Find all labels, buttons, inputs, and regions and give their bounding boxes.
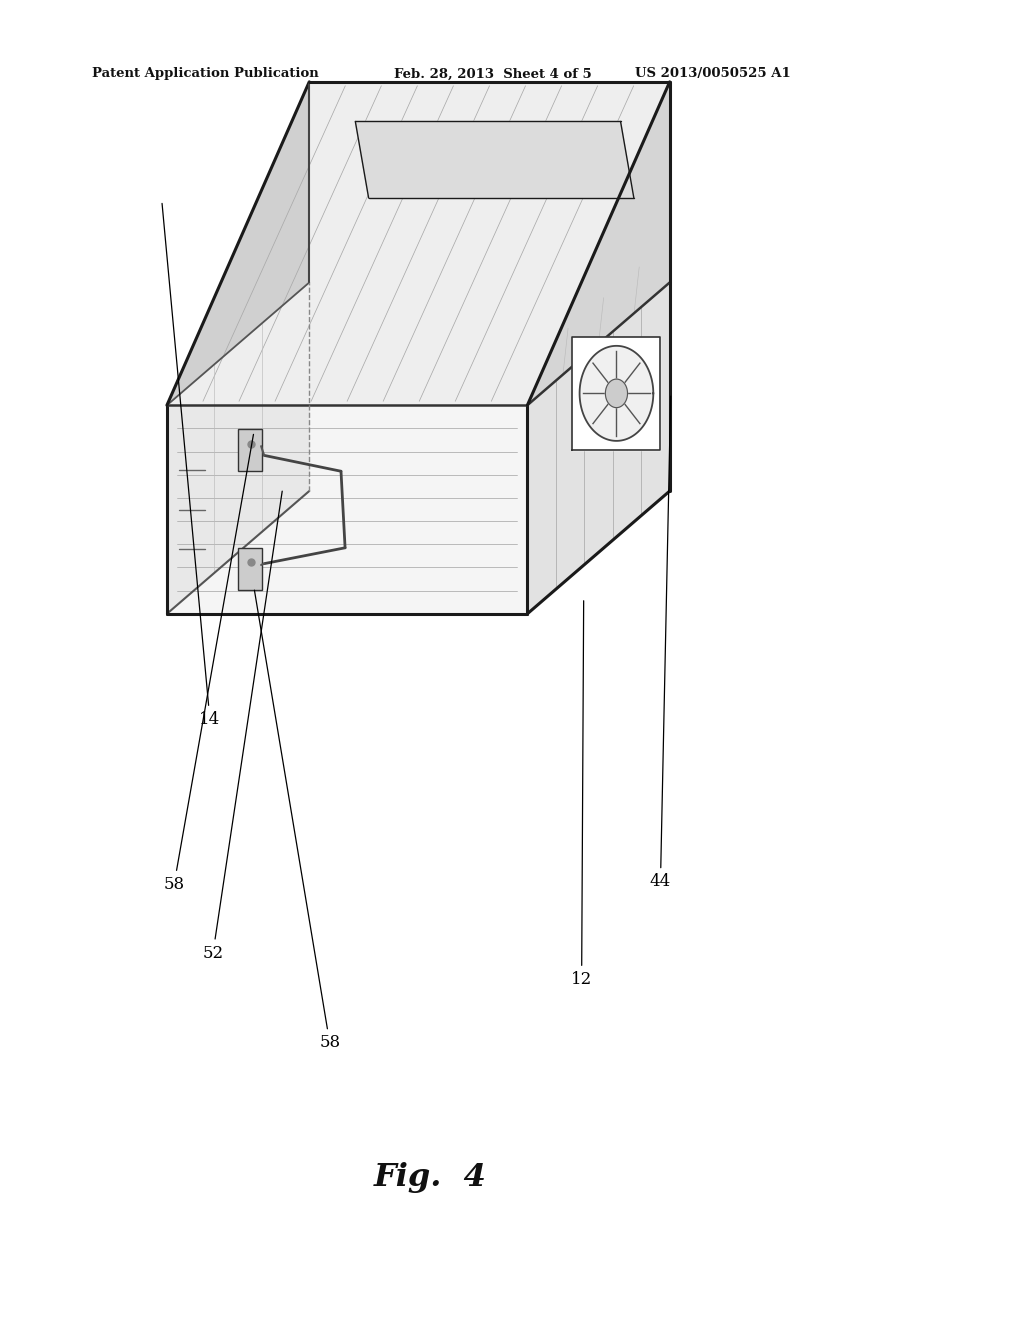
Text: 14: 14 bbox=[162, 203, 220, 727]
Text: 58: 58 bbox=[164, 434, 254, 892]
Polygon shape bbox=[572, 337, 660, 450]
Text: 58: 58 bbox=[254, 590, 340, 1051]
Polygon shape bbox=[167, 82, 670, 405]
FancyBboxPatch shape bbox=[238, 548, 262, 590]
Text: 44: 44 bbox=[650, 396, 671, 890]
Text: 12: 12 bbox=[571, 601, 592, 987]
Text: Patent Application Publication: Patent Application Publication bbox=[92, 67, 318, 81]
Polygon shape bbox=[605, 379, 628, 408]
Polygon shape bbox=[355, 121, 634, 198]
Text: Fig.  4: Fig. 4 bbox=[374, 1162, 486, 1193]
Text: 52: 52 bbox=[203, 491, 283, 961]
Polygon shape bbox=[167, 82, 309, 405]
Text: US 2013/0050525 A1: US 2013/0050525 A1 bbox=[635, 67, 791, 81]
Polygon shape bbox=[167, 405, 527, 614]
FancyBboxPatch shape bbox=[238, 429, 262, 471]
Polygon shape bbox=[527, 82, 670, 405]
Polygon shape bbox=[527, 282, 670, 614]
Text: Feb. 28, 2013  Sheet 4 of 5: Feb. 28, 2013 Sheet 4 of 5 bbox=[394, 67, 592, 81]
Polygon shape bbox=[580, 346, 653, 441]
Polygon shape bbox=[167, 282, 309, 614]
